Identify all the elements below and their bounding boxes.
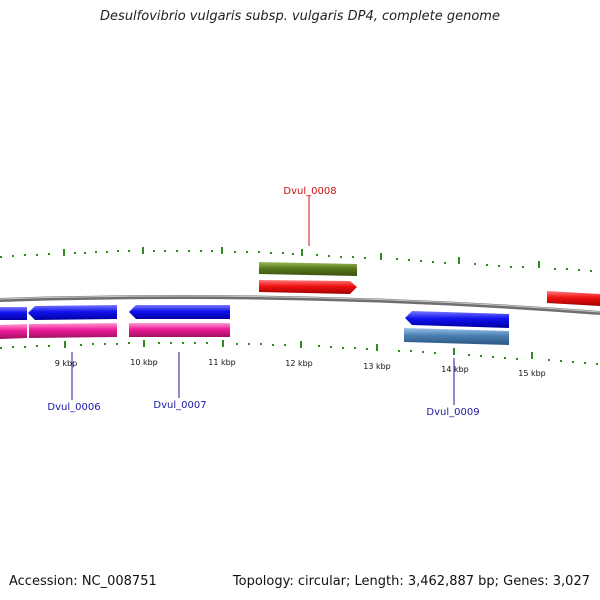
- scale-label: 9 kbp: [55, 359, 77, 368]
- gene-label-dvul-0009[interactable]: Dvul_0009: [426, 407, 479, 418]
- gene-reverse-arrow-left-edge[interactable]: [0, 307, 27, 320]
- upper-tick-row: [0, 247, 592, 272]
- gene-labels: Dvul_0008 Dvul_0006 Dvul_0007 Dvul_0009: [47, 186, 479, 418]
- gene-label-dvul-0006[interactable]: Dvul_0006: [47, 402, 100, 413]
- scale-label: 14 kbp: [441, 365, 469, 374]
- gene-label-dvul-0007[interactable]: Dvul_0007: [153, 400, 206, 411]
- gene-dvul-0007-arrow[interactable]: [129, 305, 230, 319]
- scale-labels: 9 kbp 10 kbp 11 kbp 12 kbp 13 kbp 14 kbp…: [55, 358, 546, 378]
- genome-summary-text: Topology: circular; Length: 3,462,887 bp…: [232, 574, 590, 589]
- gene-dvul-0006-arrow[interactable]: [28, 305, 117, 320]
- misc-feature-forward[interactable]: [259, 262, 357, 276]
- lower-tick-row: [0, 340, 598, 365]
- cds-reverse-left-edge[interactable]: [0, 324, 27, 339]
- gene-forward-arrow-right-edge[interactable]: [547, 291, 600, 306]
- cds-dvul-0006[interactable]: [29, 323, 117, 338]
- map-title: Desulfovibrio vulgaris subsp. vulgaris D…: [100, 9, 500, 24]
- forward-features: [259, 262, 600, 306]
- reverse-features: [0, 305, 509, 345]
- scale-label: 12 kbp: [285, 359, 313, 368]
- accession-text: Accession: NC_008751: [9, 574, 157, 589]
- misc-feature-reverse[interactable]: [404, 328, 509, 345]
- scale-label: 10 kbp: [130, 358, 158, 367]
- scale-label: 11 kbp: [208, 358, 236, 367]
- gene-dvul-0008-arrow[interactable]: [259, 280, 357, 294]
- cds-dvul-0007[interactable]: [129, 323, 230, 337]
- gene-dvul-0009-arrow[interactable]: [405, 311, 509, 328]
- scale-label: 13 kbp: [363, 362, 391, 371]
- genome-backbone: [0, 294, 600, 315]
- label-leaders: [71, 195, 455, 405]
- scale-label: 15 kbp: [518, 369, 546, 378]
- gene-label-dvul-0008[interactable]: Dvul_0008: [283, 186, 336, 197]
